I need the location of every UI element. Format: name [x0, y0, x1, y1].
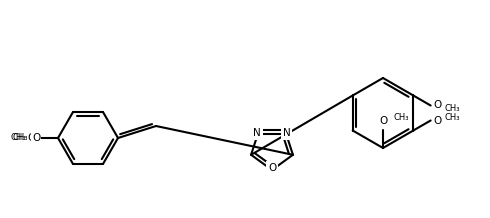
- Text: CH₃: CH₃: [444, 104, 460, 113]
- Text: O: O: [379, 116, 387, 126]
- Text: O: O: [28, 133, 36, 143]
- Text: O: O: [268, 163, 276, 173]
- Text: O: O: [434, 116, 442, 126]
- Text: N: N: [253, 128, 261, 138]
- Text: CH₃: CH₃: [393, 114, 409, 123]
- Text: O: O: [434, 100, 442, 111]
- Text: N: N: [283, 128, 291, 138]
- Text: O: O: [32, 133, 40, 143]
- Text: CH₃: CH₃: [12, 133, 28, 143]
- Text: CH₃: CH₃: [10, 133, 26, 143]
- Text: CH₃: CH₃: [444, 113, 460, 122]
